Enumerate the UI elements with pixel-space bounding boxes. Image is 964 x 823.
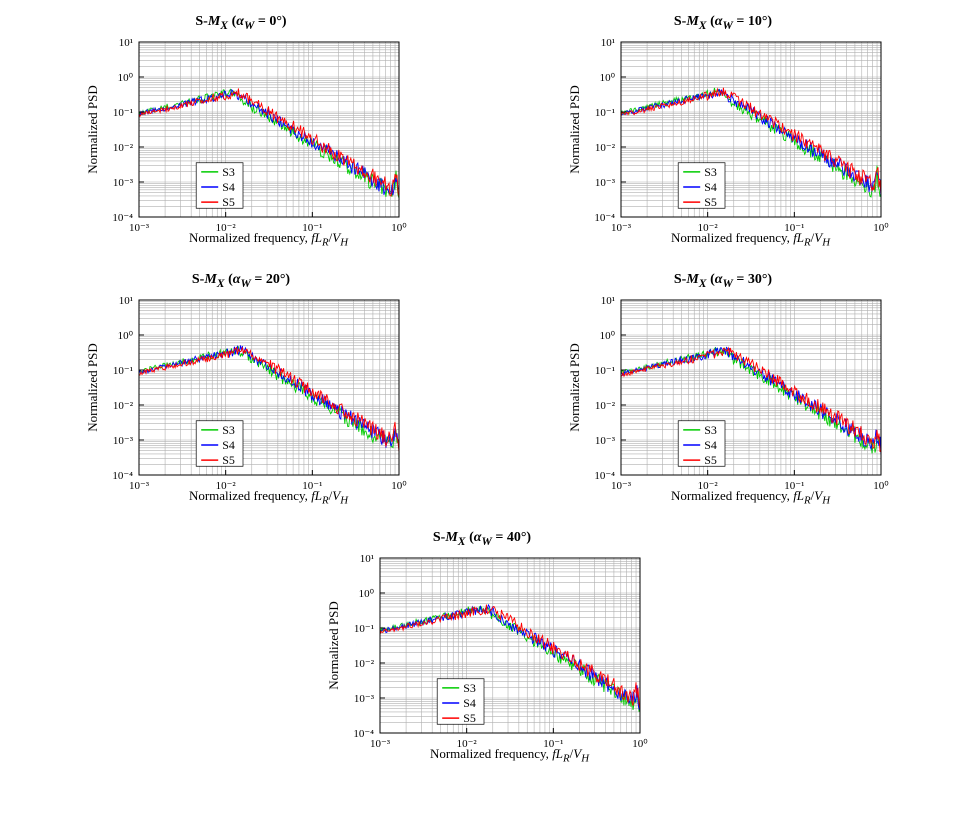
y-tick-label: 10⁻³: [353, 693, 374, 705]
y-tick-label: 10⁰: [358, 588, 374, 600]
y-tick-label: 10⁰: [599, 330, 615, 342]
y-axis-label: Normalized PSD: [567, 343, 582, 431]
chart-title: S-MX (αW = 20°): [69, 272, 414, 290]
x-axis-label: Normalized frequency, fLR/VH: [139, 230, 399, 249]
legend-label-S4: S4: [463, 696, 476, 710]
chart-title: S-MX (αW = 10°): [551, 14, 896, 32]
y-tick-label: 10⁻³: [112, 177, 133, 189]
chart-svg: 10⁻³10⁻²10⁻¹10⁰10⁻⁴10⁻³10⁻²10⁻¹10⁰10¹Nor…: [551, 14, 896, 264]
cell-2: S-MX (αW = 20°)10⁻³10⁻²10⁻¹10⁰10⁻⁴10⁻³10…: [0, 268, 482, 526]
y-axis-label: Normalized PSD: [85, 343, 100, 431]
y-axis-label: Normalized PSD: [85, 85, 100, 173]
y-tick-label: 10⁻¹: [112, 107, 132, 119]
psd-chart-p20: S-MX (αW = 20°)10⁻³10⁻²10⁻¹10⁰10⁻⁴10⁻³10…: [69, 272, 414, 522]
legend-box: [678, 163, 725, 209]
y-tick-label: 10⁻¹: [594, 107, 614, 119]
psd-chart-p40: S-MX (αW = 40°)10⁻³10⁻²10⁻¹10⁰10⁻⁴10⁻³10…: [310, 530, 655, 780]
y-tick-label: 10⁻¹: [594, 365, 614, 377]
legend-label-S4: S4: [222, 438, 235, 452]
y-tick-label: 10⁻³: [594, 177, 615, 189]
cell-1: S-MX (αW = 10°)10⁻³10⁻²10⁻¹10⁰10⁻⁴10⁻³10…: [482, 10, 964, 268]
chart-title: S-MX (αW = 30°): [551, 272, 896, 290]
x-axis-label: Normalized frequency, fLR/VH: [139, 488, 399, 507]
y-tick-label: 10¹: [600, 295, 614, 307]
legend-label-S5: S5: [463, 711, 476, 725]
x-axis-label: Normalized frequency, fLR/VH: [621, 488, 881, 507]
legend-label-S3: S3: [704, 165, 717, 179]
y-tick-label: 10⁻³: [594, 435, 615, 447]
legend-label-S3: S3: [222, 165, 235, 179]
cell-3: S-MX (αW = 30°)10⁻³10⁻²10⁻¹10⁰10⁻⁴10⁻³10…: [482, 268, 964, 526]
legend-label-S5: S5: [222, 195, 235, 209]
legend-label-S5: S5: [704, 195, 717, 209]
y-tick-label: 10⁻²: [594, 400, 615, 412]
chart-svg: 10⁻³10⁻²10⁻¹10⁰10⁻⁴10⁻³10⁻²10⁻¹10⁰10¹Nor…: [69, 272, 414, 522]
y-tick-label: 10⁻⁴: [112, 470, 133, 482]
legend-label-S3: S3: [222, 423, 235, 437]
legend-label-S4: S4: [704, 438, 717, 452]
y-tick-label: 10⁻²: [112, 142, 133, 154]
chart-svg: 10⁻³10⁻²10⁻¹10⁰10⁻⁴10⁻³10⁻²10⁻¹10⁰10¹Nor…: [551, 272, 896, 522]
legend-box: [437, 679, 484, 725]
y-tick-label: 10⁻¹: [353, 623, 373, 635]
y-tick-label: 10⁻⁴: [353, 728, 374, 740]
y-tick-label: 10⁰: [117, 330, 133, 342]
legend-box: [196, 421, 243, 467]
legend-box: [678, 421, 725, 467]
psd-chart-p0: S-MX (αW = 0°)10⁻³10⁻²10⁻¹10⁰10⁻⁴10⁻³10⁻…: [69, 14, 414, 264]
y-tick-label: 10⁰: [599, 72, 615, 84]
y-tick-label: 10⁻³: [112, 435, 133, 447]
x-axis-label: Normalized frequency, fLR/VH: [621, 230, 881, 249]
legend-label-S3: S3: [704, 423, 717, 437]
chart-svg: 10⁻³10⁻²10⁻¹10⁰10⁻⁴10⁻³10⁻²10⁻¹10⁰10¹Nor…: [310, 530, 655, 780]
legend-label-S4: S4: [222, 180, 235, 194]
y-tick-label: 10⁻¹: [112, 365, 132, 377]
legend-box: [196, 163, 243, 209]
y-tick-label: 10¹: [118, 37, 132, 49]
y-tick-label: 10⁻⁴: [594, 212, 615, 224]
y-tick-label: 10¹: [600, 37, 614, 49]
cell-4: S-MX (αW = 40°)10⁻³10⁻²10⁻¹10⁰10⁻⁴10⁻³10…: [0, 526, 964, 784]
chart-grid: S-MX (αW = 0°) 10⁻³ 10⁻² 10⁻¹ 10⁰ 10⁻⁴ 10⁻³ 10⁻…: [0, 0, 964, 794]
y-tick-label: 10⁻²: [112, 400, 133, 412]
y-axis-label: Normalized PSD: [326, 601, 341, 689]
chart-title: S-MX (αW = 40°): [310, 530, 655, 548]
chart-title: S-MX (αW = 0°): [69, 14, 414, 32]
y-tick-label: 10¹: [359, 553, 373, 565]
cell-0: S-MX (αW = 0°)10⁻³10⁻²10⁻¹10⁰10⁻⁴10⁻³10⁻…: [0, 10, 482, 268]
y-tick-label: 10⁻²: [594, 142, 615, 154]
legend-label-S3: S3: [463, 681, 476, 695]
y-tick-label: 10⁻²: [353, 658, 374, 670]
legend-label-S4: S4: [704, 180, 717, 194]
psd-chart-p30: S-MX (αW = 30°)10⁻³10⁻²10⁻¹10⁰10⁻⁴10⁻³10…: [551, 272, 896, 522]
y-tick-label: 10¹: [118, 295, 132, 307]
x-axis-label: Normalized frequency, fLR/VH: [380, 746, 640, 765]
y-tick-label: 10⁻⁴: [112, 212, 133, 224]
chart-svg: 10⁻³10⁻²10⁻¹10⁰10⁻⁴10⁻³10⁻²10⁻¹10⁰10¹Nor…: [69, 14, 414, 264]
y-tick-label: 10⁰: [117, 72, 133, 84]
psd-chart-p10: S-MX (αW = 10°)10⁻³10⁻²10⁻¹10⁰10⁻⁴10⁻³10…: [551, 14, 896, 264]
y-axis-label: Normalized PSD: [567, 85, 582, 173]
legend-label-S5: S5: [222, 453, 235, 467]
y-tick-label: 10⁻⁴: [594, 470, 615, 482]
legend-label-S5: S5: [704, 453, 717, 467]
